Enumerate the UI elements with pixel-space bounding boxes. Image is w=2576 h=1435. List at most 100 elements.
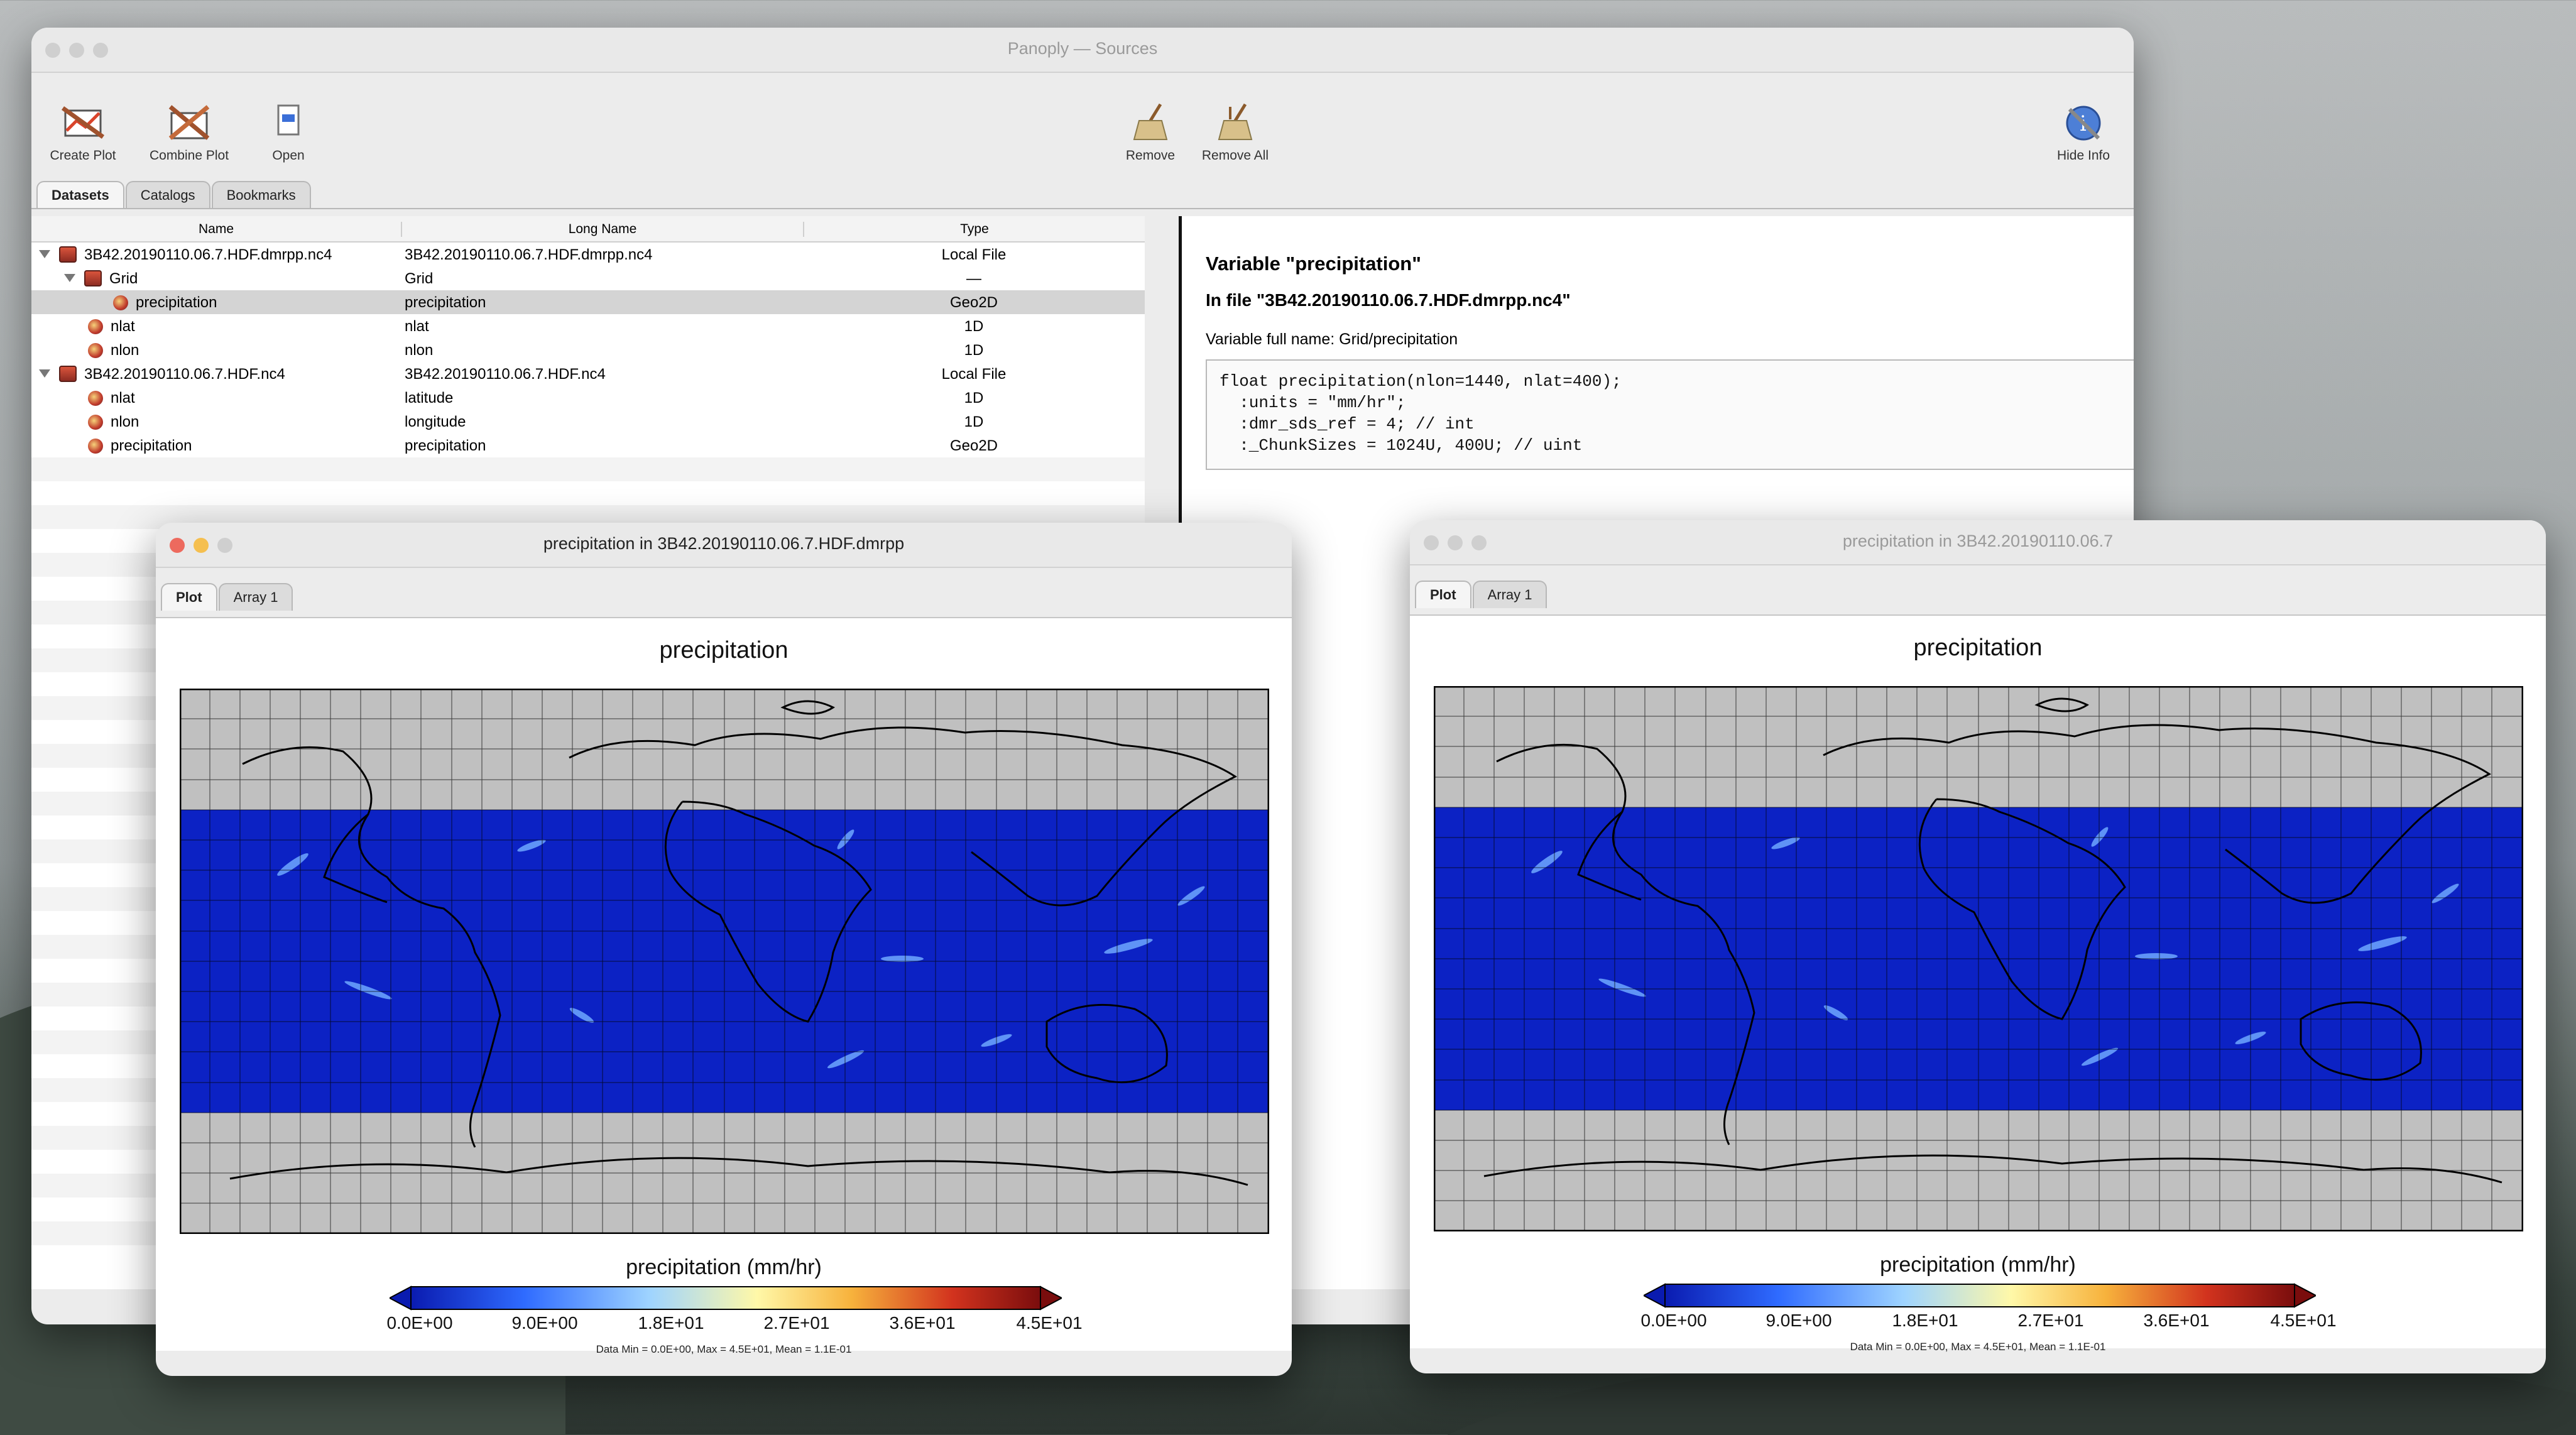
colorbar [1644, 1283, 2316, 1308]
variable-icon [88, 343, 103, 358]
disclosure-triangle-icon[interactable] [39, 369, 50, 378]
zoom-button[interactable] [93, 43, 108, 58]
plot-titlebar: precipitation in 3B42.20190110.06.7 [1410, 520, 2546, 565]
column-header-type[interactable]: Type [803, 222, 1145, 237]
row-long-name: longitude [405, 413, 466, 430]
row-name: 3B42.20190110.06.7.HDF.dmrpp.nc4 [84, 246, 332, 263]
open-button[interactable]: Open [260, 102, 317, 163]
table-row[interactable]: precipitation precipitation Geo2D [31, 434, 1145, 457]
colorbar-tick: 3.6E+01 [889, 1313, 956, 1333]
file-heading: In file "3B42.20190110.06.7.HDF.dmrpp.nc… [1206, 290, 1571, 310]
variable-heading: Variable "precipitation" [1206, 253, 1421, 275]
table-row[interactable]: nlon longitude 1D [31, 410, 1145, 434]
minimize-button[interactable] [1448, 535, 1463, 550]
precipitation-map[interactable] [180, 689, 1269, 1234]
remove-all-label: Remove All [1201, 148, 1269, 163]
row-type: 1D [964, 342, 984, 359]
row-long-name: precipitation [405, 437, 486, 454]
tab-plot[interactable]: Plot [161, 583, 217, 611]
tab-datasets[interactable]: Datasets [36, 181, 124, 209]
variable-definition: float precipitation(nlon=1440, nlat=400)… [1206, 359, 2134, 470]
table-row[interactable]: Grid Grid — [31, 266, 1145, 290]
disclosure-triangle-icon[interactable] [39, 250, 50, 258]
tab-array[interactable]: Array 1 [218, 583, 293, 611]
data-stats: Data Min = 0.0E+00, Max = 4.5E+01, Mean … [596, 1343, 852, 1355]
row-long-name: 3B42.20190110.06.7.HDF.dmrpp.nc4 [405, 246, 653, 263]
plot-window-right: precipitation in 3B42.20190110.06.7 Plot… [1410, 520, 2546, 1373]
hide-info-label: Hide Info [2056, 148, 2110, 163]
table-row[interactable]: nlat latitude 1D [31, 386, 1145, 410]
remove-label: Remove [1125, 148, 1176, 163]
column-header-long-name[interactable]: Long Name [401, 222, 803, 237]
source-tabs: Datasets Catalogs Bookmarks [36, 181, 312, 209]
row-long-name: Grid [405, 270, 434, 287]
column-header-name[interactable]: Name [198, 222, 234, 236]
table-row[interactable]: 3B42.20190110.06.7.HDF.nc4 3B42.20190110… [31, 362, 1145, 386]
tab-bookmarks[interactable]: Bookmarks [211, 181, 311, 209]
variable-full-name: Variable full name: Grid/precipitation [1206, 330, 1458, 348]
hide-info-icon: i [2061, 102, 2106, 143]
plot-title: precipitation [1913, 635, 2043, 661]
variable-icon [88, 319, 103, 334]
minimize-button[interactable] [194, 538, 209, 553]
variable-icon [88, 439, 103, 454]
tab-plot[interactable]: Plot [1415, 581, 1471, 608]
zoom-button[interactable] [217, 538, 232, 553]
tab-catalogs[interactable]: Catalogs [125, 181, 210, 209]
combine-plot-icon [166, 102, 212, 143]
remove-button[interactable]: Remove [1116, 102, 1185, 163]
colorbar-tick: 3.6E+01 [2143, 1311, 2210, 1330]
tab-array[interactable]: Array 1 [1472, 581, 1547, 608]
coastlines [1483, 697, 2502, 1184]
colorbar-tick: 2.7E+01 [2017, 1311, 2084, 1330]
minimize-button[interactable] [69, 43, 84, 58]
row-type: Local File [941, 366, 1007, 383]
empty-row [31, 457, 1145, 481]
window-title: precipitation in 3B42.20190110.06.7 [1842, 532, 2114, 550]
grid-lines [180, 689, 1269, 1234]
zoom-button[interactable] [1471, 535, 1487, 550]
create-plot-label: Create Plot [50, 148, 116, 163]
table-row[interactable]: nlat nlat 1D [31, 314, 1145, 338]
colorbar-tick: 4.5E+01 [2270, 1311, 2337, 1330]
plot-window-left: precipitation in 3B42.20190110.06.7.HDF.… [156, 523, 1292, 1376]
close-button[interactable] [170, 538, 185, 553]
row-long-name: nlon [405, 342, 434, 359]
combine-plot-button[interactable]: Combine Plot [142, 102, 236, 163]
coastlines [229, 700, 1248, 1186]
create-plot-button[interactable]: Create Plot [45, 102, 121, 163]
colorbar-tick: 9.0E+00 [511, 1313, 578, 1333]
table-row[interactable]: nlon nlon 1D [31, 338, 1145, 362]
window-title: precipitation in 3B42.20190110.06.7.HDF.… [543, 534, 905, 553]
plot-tabs: Plot Array 1 [1415, 581, 1548, 608]
tab-divider [31, 208, 2134, 209]
remove-all-button[interactable]: Remove All [1191, 102, 1279, 163]
table-row[interactable]: 3B42.20190110.06.7.HDF.dmrpp.nc4 3B42.20… [31, 243, 1145, 266]
row-type: — [966, 270, 981, 287]
colorbar-tick: 0.0E+00 [386, 1313, 453, 1333]
row-name: 3B42.20190110.06.7.HDF.nc4 [84, 366, 285, 383]
colorbar-tick: 9.0E+00 [1766, 1311, 1832, 1330]
table-header: Name Long Name Type [31, 216, 1145, 243]
row-name: nlat [111, 390, 135, 406]
precipitation-map[interactable] [1434, 686, 2523, 1231]
hide-info-button[interactable]: i Hide Info [2046, 102, 2121, 163]
create-plot-icon [60, 102, 106, 143]
file-icon [59, 366, 77, 382]
open-icon [266, 102, 311, 143]
row-name: Grid [109, 270, 138, 287]
close-button[interactable] [45, 43, 60, 58]
plot-title: precipitation [659, 637, 789, 663]
window-title: Panoply — Sources [1007, 39, 1158, 58]
data-stats: Data Min = 0.0E+00, Max = 4.5E+01, Mean … [1850, 1341, 2106, 1353]
colorbar-tick: 1.8E+01 [638, 1313, 704, 1333]
colorbar-tick: 1.8E+01 [1892, 1311, 1958, 1330]
table-row-selected[interactable]: precipitation precipitation Geo2D [31, 290, 1145, 314]
row-name: nlon [111, 342, 139, 359]
disclosure-triangle-icon[interactable] [64, 274, 75, 282]
colorbar-tick: 0.0E+00 [1640, 1311, 1707, 1330]
close-button[interactable] [1424, 535, 1439, 550]
row-long-name: latitude [405, 390, 454, 406]
colorbar-tick: 4.5E+01 [1016, 1313, 1083, 1333]
row-name: nlat [111, 318, 135, 335]
